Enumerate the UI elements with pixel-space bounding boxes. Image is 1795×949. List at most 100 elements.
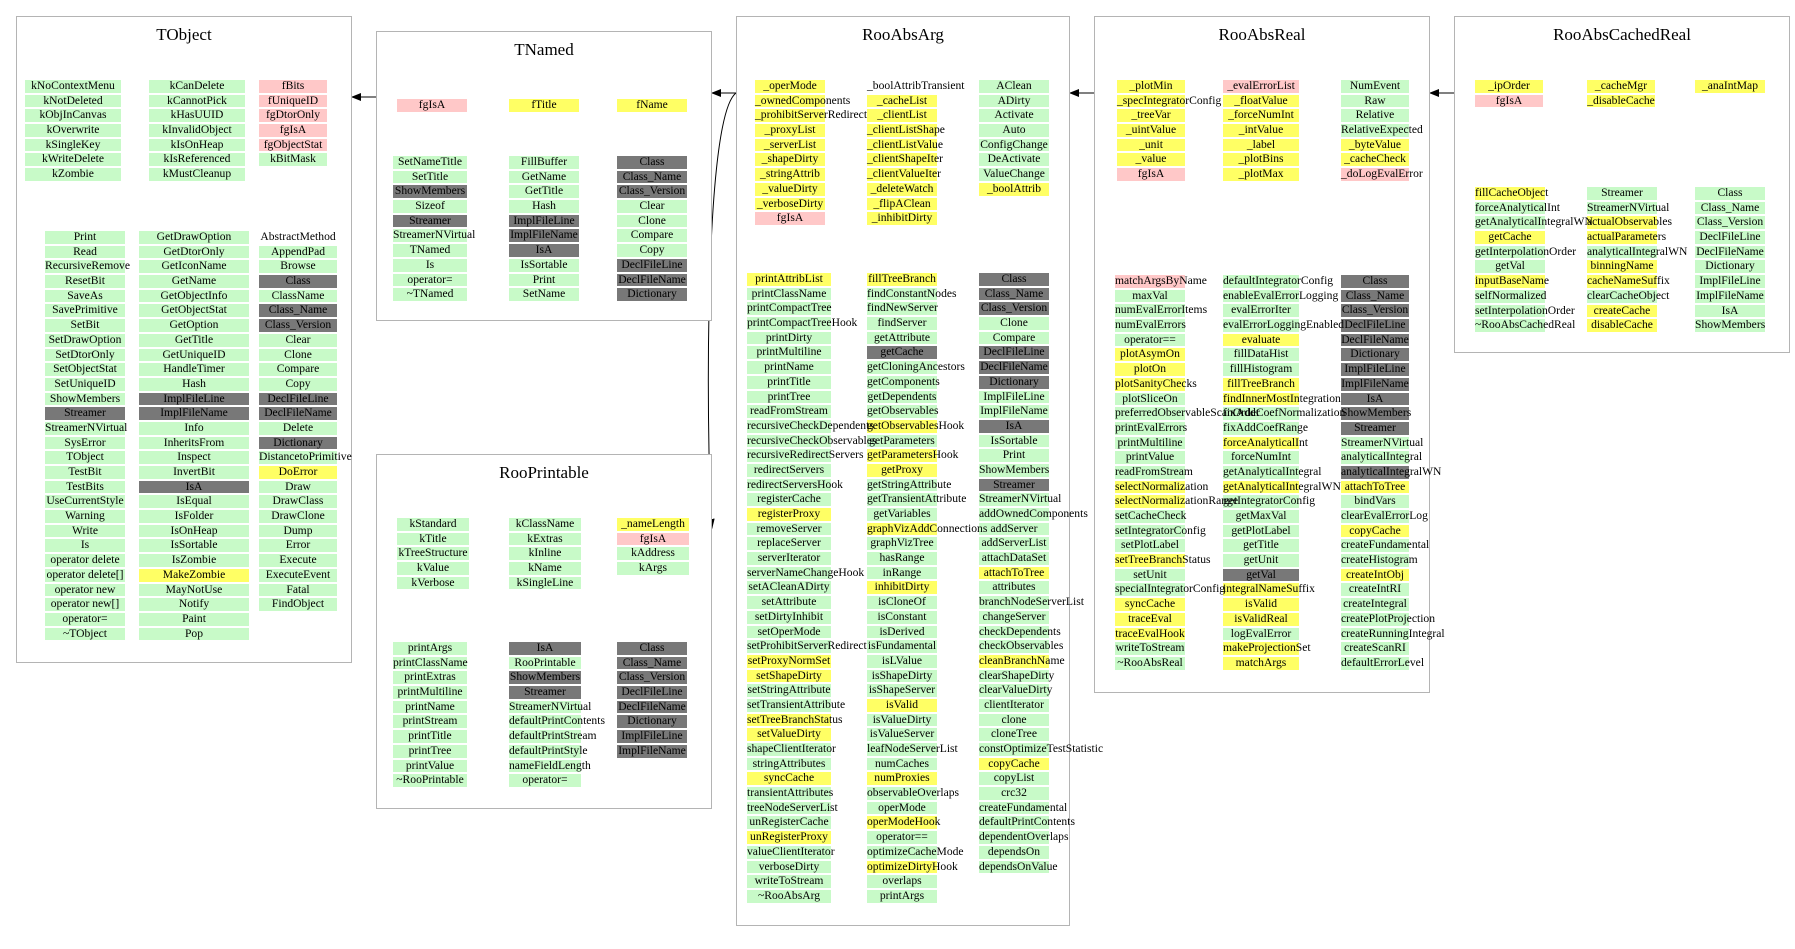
method-entry[interactable]: Info — [139, 421, 249, 436]
member-entry[interactable]: NumEvent — [1341, 79, 1409, 94]
method-entry[interactable]: createCache — [1587, 304, 1657, 319]
method-entry[interactable]: ImplFileName — [509, 228, 579, 243]
member-entry[interactable]: fgIsA — [617, 532, 689, 547]
method-entry[interactable]: maxVal — [1115, 289, 1185, 304]
method-entry[interactable]: Class — [617, 155, 687, 170]
method-entry[interactable]: clone — [979, 713, 1049, 728]
method-entry[interactable]: numProxies — [867, 771, 937, 786]
member-entry[interactable]: AClean — [979, 79, 1049, 94]
method-entry[interactable]: getTitle — [1223, 538, 1299, 553]
member-entry[interactable]: _clientList — [867, 108, 937, 123]
method-entry[interactable]: DeclFileName — [1695, 244, 1765, 259]
method-entry[interactable]: ImplFileLine — [509, 214, 579, 229]
method-entry[interactable]: IsOnHeap — [139, 524, 249, 539]
member-entry[interactable]: _anaIntMap — [1695, 79, 1765, 94]
method-entry[interactable]: Paint — [139, 612, 249, 627]
member-entry[interactable]: fUniqueID — [259, 94, 327, 109]
method-entry[interactable]: defaultPrintContents — [979, 815, 1075, 830]
method-entry[interactable]: DeclFileName — [1341, 332, 1409, 347]
method-entry[interactable]: plotOn — [1115, 362, 1185, 377]
method-entry[interactable]: Class_Name — [1695, 201, 1765, 216]
method-entry[interactable]: graphVizAddConnections — [867, 521, 988, 536]
method-entry[interactable]: printMultiline — [1115, 436, 1185, 451]
method-entry[interactable]: dependsOn — [979, 845, 1049, 860]
method-entry[interactable]: Print — [45, 230, 125, 245]
method-entry[interactable]: printMultiline — [747, 345, 831, 360]
method-entry[interactable]: defaultPrintContents — [509, 714, 605, 729]
method-entry[interactable]: Draw — [259, 480, 337, 495]
member-entry[interactable]: kCannotPick — [149, 94, 245, 109]
method-entry[interactable]: isShapeServer — [867, 683, 937, 697]
method-entry[interactable]: IsFolder — [139, 509, 249, 524]
member-entry[interactable]: kTitle — [397, 532, 469, 547]
method-entry[interactable]: createIntRI — [1341, 582, 1409, 597]
method-entry[interactable]: printTitle — [393, 729, 467, 744]
method-entry[interactable]: attachToTree — [1341, 480, 1409, 495]
member-entry[interactable]: _clientListShape — [867, 123, 945, 137]
method-entry[interactable]: clientIterator — [979, 698, 1049, 713]
method-entry[interactable]: copyList — [979, 771, 1049, 786]
member-entry[interactable]: kOverwrite — [25, 123, 121, 138]
method-entry[interactable]: operator= — [393, 273, 467, 288]
method-entry[interactable]: fillDataHist — [1223, 347, 1299, 362]
method-entry[interactable]: Dictionary — [1341, 347, 1409, 362]
member-entry[interactable]: fgIsA — [1117, 167, 1185, 182]
member-entry[interactable]: _proxyList — [755, 123, 825, 138]
method-entry[interactable]: recursiveCheckDependents — [747, 418, 874, 433]
method-entry[interactable]: isShapeDirty — [867, 669, 937, 684]
method-entry[interactable]: setIntegratorConfig — [1115, 523, 1206, 538]
method-entry[interactable]: setOperMode — [747, 625, 831, 640]
method-entry[interactable]: findNewServer — [867, 301, 938, 316]
method-entry[interactable]: Dictionary — [1695, 259, 1765, 274]
method-entry[interactable]: getAttribute — [867, 331, 937, 346]
method-entry[interactable]: Copy — [259, 377, 337, 392]
method-entry[interactable]: DeclFileLine — [1341, 318, 1409, 333]
method-entry[interactable]: DistancetoPrimitive — [259, 450, 352, 464]
method-entry[interactable]: setStringAttribute — [747, 683, 831, 697]
method-entry[interactable]: fillHistogram — [1223, 362, 1299, 377]
member-entry[interactable]: kHasUUID — [149, 108, 245, 123]
method-entry[interactable]: Clone — [979, 316, 1049, 331]
method-entry[interactable]: setShapeDirty — [747, 669, 831, 684]
method-entry[interactable]: setDirtyInhibit — [747, 610, 831, 625]
method-entry[interactable]: optimizeCacheMode — [867, 844, 964, 859]
method-entry[interactable]: printClassName — [747, 287, 831, 302]
method-entry[interactable]: SaveAs — [45, 289, 125, 304]
method-entry[interactable]: StreamerNVirtual — [979, 492, 1062, 506]
method-entry[interactable]: cloneTree — [979, 727, 1049, 742]
method-entry[interactable]: Dictionary — [259, 436, 337, 451]
member-entry[interactable]: _verboseDirty — [755, 196, 825, 211]
method-entry[interactable]: createScanRI — [1341, 641, 1409, 656]
method-entry[interactable]: dependentOverlaps — [979, 830, 1069, 844]
method-entry[interactable]: Is — [393, 258, 467, 273]
method-entry[interactable]: setPlotLabel — [1115, 538, 1185, 553]
method-entry[interactable]: getCloningAncestors — [867, 360, 965, 374]
method-entry[interactable]: operator delete[] — [45, 567, 125, 582]
method-entry[interactable]: printValue — [393, 759, 467, 774]
method-entry[interactable]: getObservablesHook — [867, 418, 965, 433]
method-entry[interactable]: unRegisterProxy — [747, 830, 831, 845]
method-entry[interactable]: setAttribute — [747, 595, 831, 610]
method-entry[interactable]: DeclFileName — [259, 406, 337, 421]
method-entry[interactable]: Delete — [259, 421, 337, 436]
method-entry[interactable]: printTitle — [747, 375, 831, 390]
method-entry[interactable]: setTransientAttribute — [747, 697, 846, 712]
method-entry[interactable]: Inspect — [139, 450, 249, 465]
method-entry[interactable]: GetTitle — [139, 333, 249, 348]
method-entry[interactable]: DeclFileLine — [259, 392, 337, 407]
method-entry[interactable]: SetDtorOnly — [45, 348, 125, 363]
method-entry[interactable]: getComponents — [867, 374, 940, 389]
method-entry[interactable]: Streamer — [393, 214, 467, 229]
method-entry[interactable]: traceEvalHook — [1115, 626, 1185, 641]
method-entry[interactable]: ShowMembers — [509, 670, 581, 685]
method-entry[interactable]: analyticalIntegral — [1341, 450, 1423, 464]
member-entry[interactable]: _plotBins — [1223, 152, 1299, 167]
member-entry[interactable]: kArgs — [617, 561, 689, 576]
method-entry[interactable]: setUnit — [1115, 568, 1185, 583]
method-entry[interactable]: actualObservables — [1587, 215, 1672, 230]
method-entry[interactable]: createIntObj — [1341, 568, 1409, 583]
method-entry[interactable]: isValueDirty — [867, 713, 937, 728]
method-entry[interactable]: hasRange — [867, 551, 937, 566]
method-entry[interactable]: createFundamental — [979, 800, 1068, 815]
method-entry[interactable]: removeServer — [747, 522, 831, 537]
